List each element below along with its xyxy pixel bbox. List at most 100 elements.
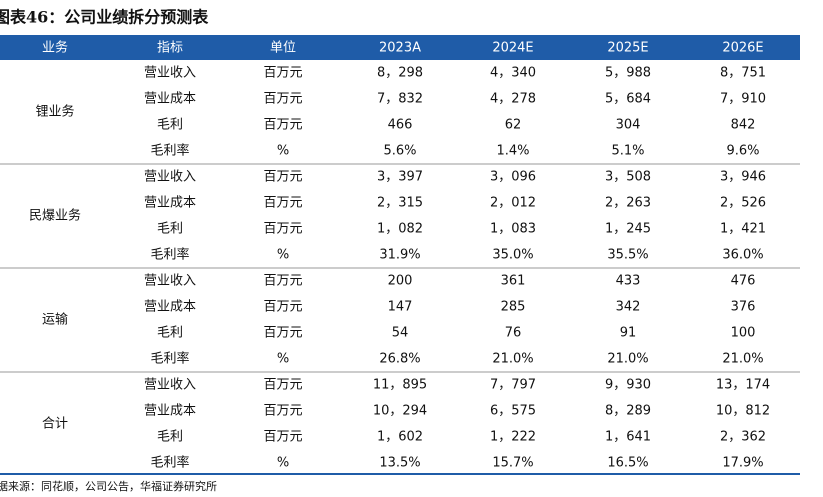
cell: 13.5% [379, 456, 420, 471]
header-cell: 指标 [157, 41, 183, 56]
cell: 1，641 [605, 430, 651, 445]
cell: 百万元 [263, 300, 302, 315]
header-cell: 单位 [270, 41, 296, 56]
cell: 毛利率 [150, 143, 189, 159]
cell: 百万元 [263, 92, 302, 107]
cell: 62 [505, 118, 522, 133]
header-cell: 2023A [379, 41, 421, 56]
cell: % [277, 352, 289, 367]
cell: 35.0% [492, 248, 533, 263]
cell: 842 [731, 118, 756, 133]
cell: % [277, 248, 289, 263]
cell: 百万元 [263, 118, 302, 133]
cell: 6，575 [490, 404, 536, 419]
group-name: 锂业务 [35, 104, 74, 120]
cell: 百万元 [263, 196, 302, 211]
cell: 17.9% [722, 456, 763, 471]
cell: 1.4% [496, 144, 529, 159]
cell: 5，684 [605, 92, 651, 107]
cell: 285 [501, 300, 526, 315]
cell: 10，812 [716, 404, 770, 419]
cell: 342 [616, 300, 641, 315]
cell: 10，294 [373, 404, 427, 419]
source-note: 数据来源：同花顺，公司公告，华福证券研究所 [0, 479, 217, 493]
cell: 营业成本 [144, 196, 196, 211]
cell: 8，289 [605, 404, 651, 419]
cell: 毛利 [157, 118, 183, 133]
cell: 26.8% [379, 352, 420, 367]
cell: 21.0% [607, 352, 648, 367]
header-bar [0, 35, 800, 60]
cell: 2，362 [720, 430, 766, 445]
cell: 9，930 [605, 378, 651, 393]
cell: 毛利 [157, 326, 183, 341]
cell: % [277, 456, 289, 471]
cell: 3，946 [720, 170, 766, 185]
cell: 91 [620, 326, 637, 341]
cell: 1，602 [377, 430, 423, 445]
cell: % [277, 144, 289, 159]
group-name: 运输 [42, 312, 68, 328]
cell: 2，263 [605, 196, 651, 211]
cell: 2，012 [490, 196, 536, 211]
cell: 76 [505, 326, 522, 341]
cell: 2，315 [377, 196, 423, 211]
cell: 21.0% [722, 352, 763, 367]
cell: 百万元 [263, 430, 302, 445]
figure-title: 图表46：公司业绩拆分预测表 [0, 8, 209, 27]
cell: 54 [392, 326, 409, 341]
cell: 百万元 [263, 66, 302, 81]
cell: 36.0% [722, 248, 763, 263]
cell: 476 [731, 274, 756, 289]
cell: 毛利 [157, 222, 183, 237]
cell: 百万元 [263, 378, 302, 393]
header-cell: 2026E [722, 41, 763, 56]
cell: 营业收入 [144, 378, 196, 393]
cell: 21.0% [492, 352, 533, 367]
cell: 361 [501, 274, 526, 289]
cell: 百万元 [263, 404, 302, 419]
header-cell: 2025E [607, 41, 648, 56]
cell: 百万元 [263, 170, 302, 185]
cell: 毛利率 [150, 351, 189, 367]
cell: 1，083 [490, 222, 536, 237]
cell: 营业成本 [144, 92, 196, 107]
cell: 35.5% [607, 248, 648, 263]
header-cell: 2024E [492, 41, 533, 56]
cell: 13，174 [716, 378, 770, 393]
header-cell: 业务 [42, 40, 68, 56]
cell: 5.1% [611, 144, 644, 159]
cell: 7，797 [490, 378, 536, 393]
cell: 营业收入 [144, 66, 196, 81]
cell: 营业成本 [144, 404, 196, 419]
group-name: 合计 [42, 417, 68, 432]
cell: 毛利 [157, 430, 183, 445]
cell: 304 [616, 118, 641, 133]
group-name: 民爆业务 [29, 208, 81, 224]
cell: 100 [731, 326, 756, 341]
cell: 毛利率 [150, 247, 189, 263]
cell: 营业收入 [144, 274, 196, 289]
cell: 1，082 [377, 222, 423, 237]
cell: 8，751 [720, 66, 766, 81]
cell: 百万元 [263, 274, 302, 289]
cell: 3，096 [490, 170, 536, 185]
cell: 2，526 [720, 196, 766, 211]
cell: 营业收入 [144, 170, 196, 185]
cell: 11，895 [373, 378, 427, 393]
cell: 376 [731, 300, 756, 315]
cell: 1，421 [720, 222, 766, 237]
cell: 15.7% [492, 456, 533, 471]
cell: 200 [388, 274, 413, 289]
cell: 毛利率 [150, 455, 189, 471]
cell: 8，298 [377, 66, 423, 81]
cell: 1，245 [605, 222, 651, 237]
cell: 147 [388, 300, 413, 315]
cell: 营业成本 [144, 300, 196, 315]
cell: 7，832 [377, 92, 423, 107]
cell: 3，508 [605, 170, 651, 185]
cell: 9.6% [726, 144, 759, 159]
cell: 5，988 [605, 66, 651, 81]
cell: 百万元 [263, 222, 302, 237]
cell: 5.6% [383, 144, 416, 159]
